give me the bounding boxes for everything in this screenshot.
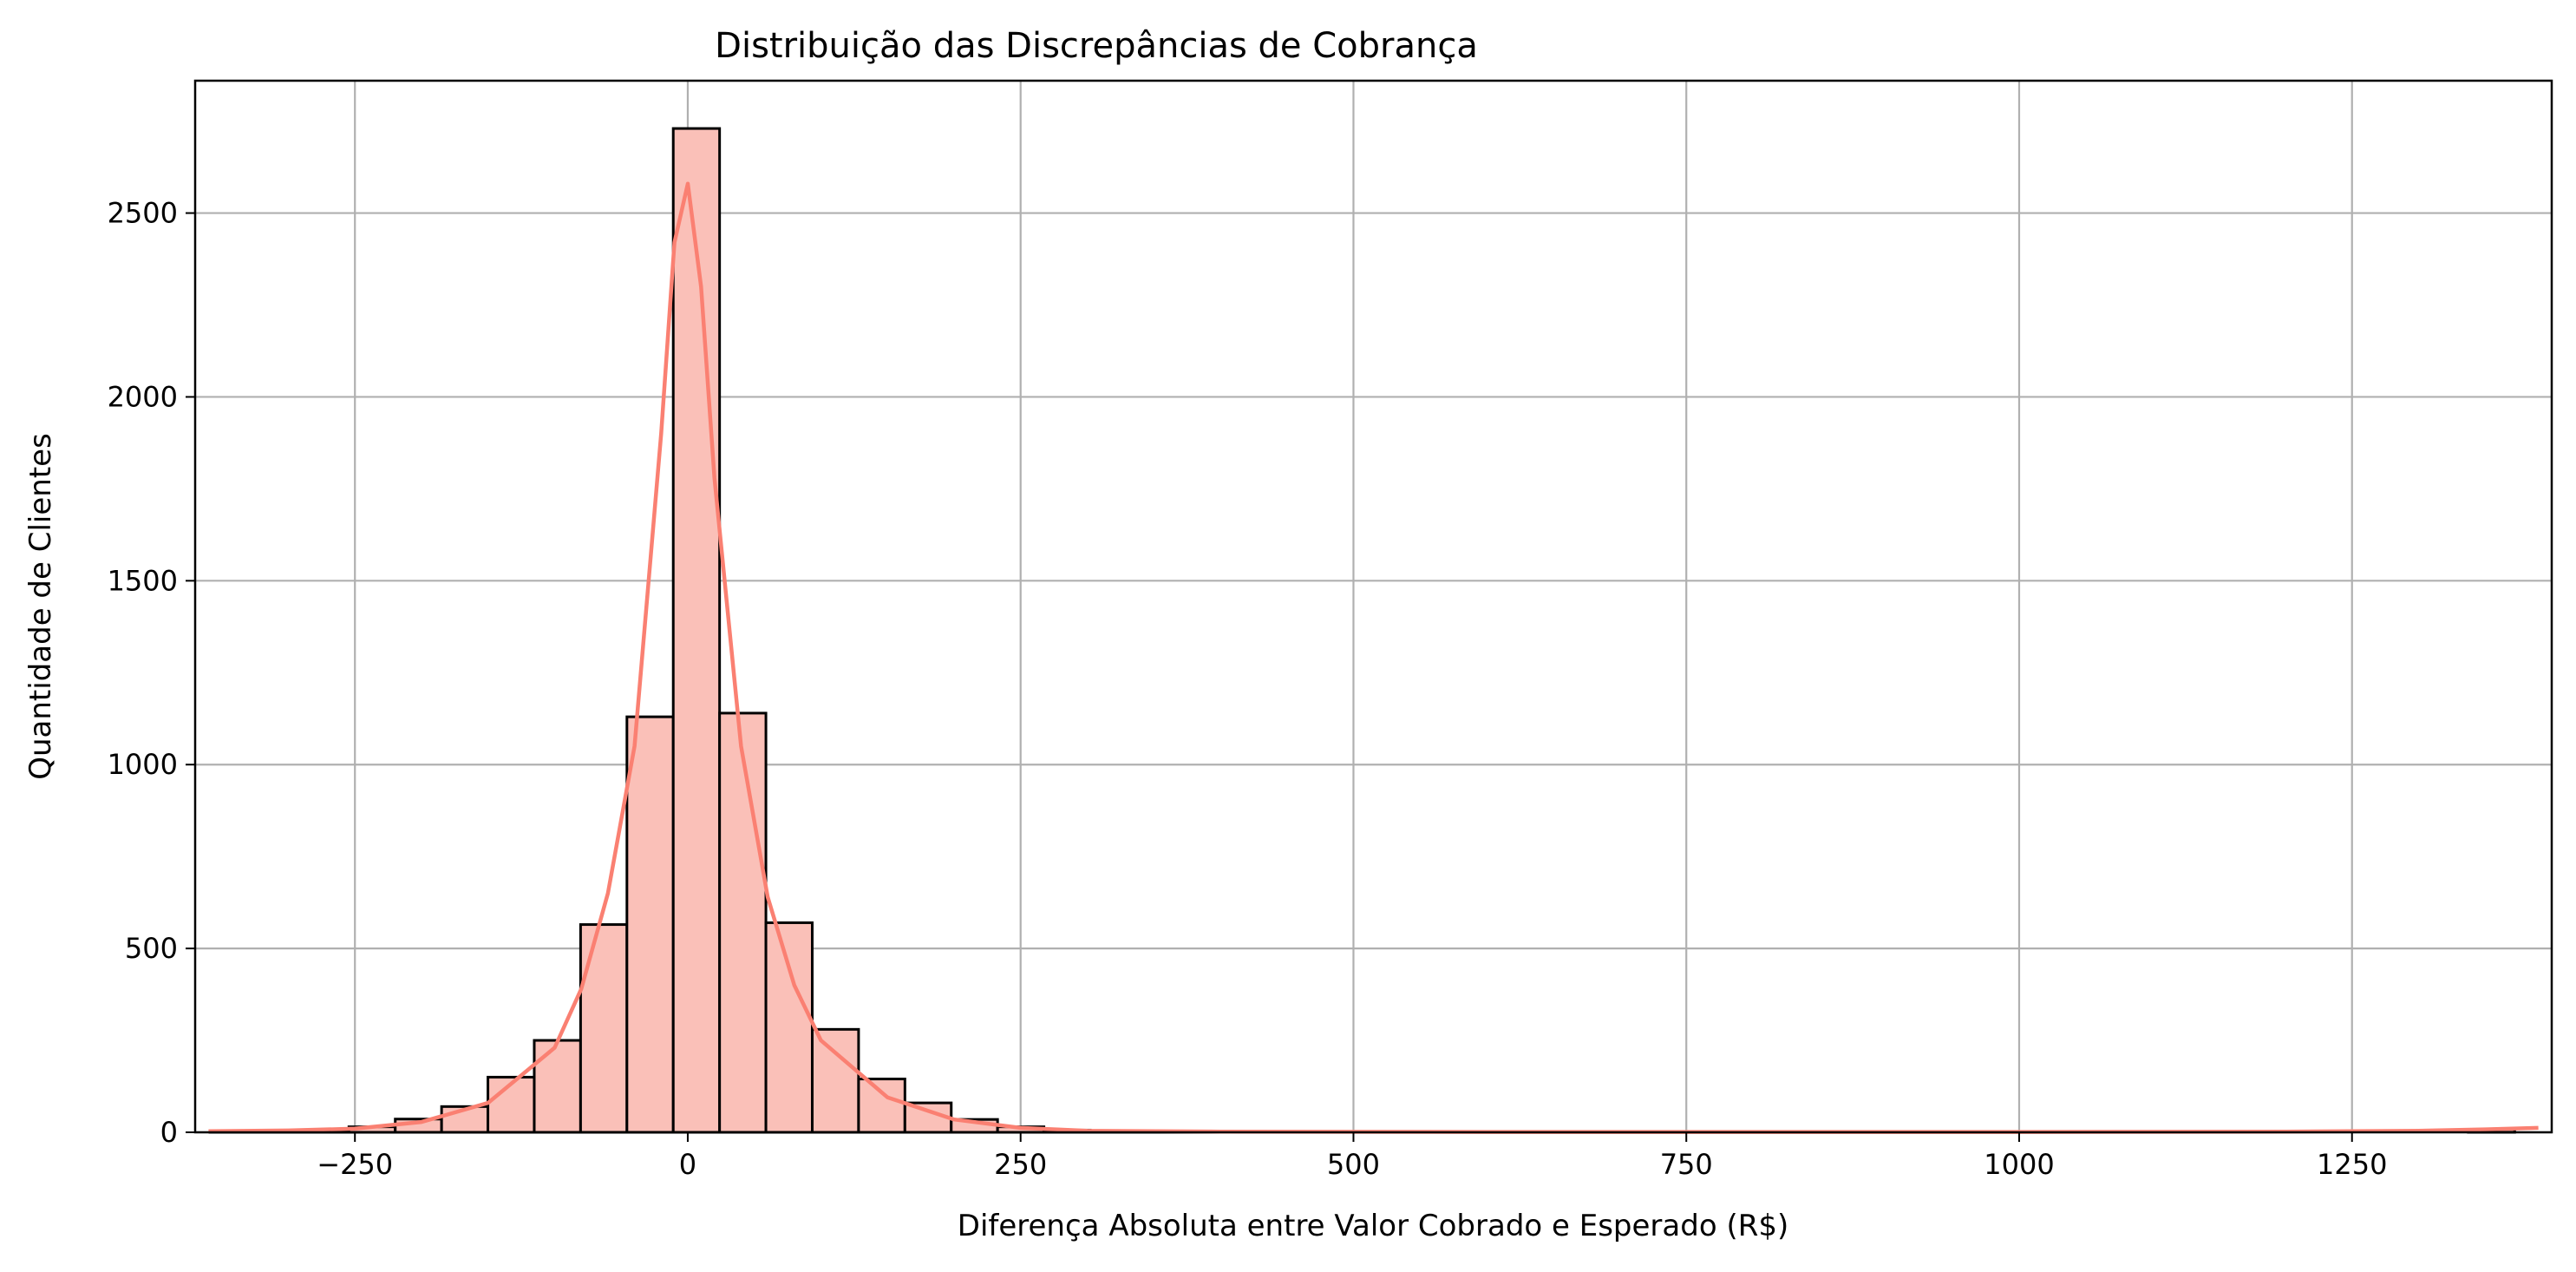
plot-frame <box>193 79 2553 1134</box>
histogram-bar <box>625 715 675 1134</box>
x-tick-label: 250 <box>994 1148 1047 1181</box>
histogram-bar <box>718 711 768 1134</box>
y-tick-label: 1000 <box>108 748 178 781</box>
y-tick-label: 1500 <box>108 564 178 597</box>
x-axis-label: Diferença Absoluta entre Valor Cobrado e… <box>958 1209 1788 1243</box>
y-tick-label: 500 <box>125 932 178 965</box>
x-tick-label: 1250 <box>2317 1148 2387 1181</box>
y-tick-label: 2000 <box>108 380 178 413</box>
histogram-bar <box>857 1078 906 1134</box>
y-axis-ticks: 0 500 1000 1500 2000 2500 <box>108 197 195 1149</box>
chart-title: Distribuição das Discrepâncias de Cobran… <box>715 26 1478 66</box>
y-tick-label: 0 <box>160 1116 178 1149</box>
x-tick-label: −250 <box>317 1148 393 1181</box>
x-tick-label: 500 <box>1327 1148 1380 1181</box>
grid-lines <box>195 81 2552 1134</box>
histogram-bar <box>671 127 722 1134</box>
x-axis-ticks: −250 0 250 500 750 1000 1250 <box>317 1132 2387 1181</box>
histogram-bar <box>579 923 629 1134</box>
y-axis-label: Quantidade de Clientes <box>23 433 58 780</box>
x-tick-label: 0 <box>679 1148 696 1181</box>
y-tick-label: 2500 <box>108 197 178 230</box>
histogram-bar <box>764 921 814 1134</box>
histogram-bar <box>810 1027 860 1134</box>
x-tick-label: 1000 <box>1984 1148 2054 1181</box>
histogram-bar <box>533 1039 582 1134</box>
histogram-bars <box>208 127 2516 1134</box>
x-tick-label: 750 <box>1660 1148 1713 1181</box>
